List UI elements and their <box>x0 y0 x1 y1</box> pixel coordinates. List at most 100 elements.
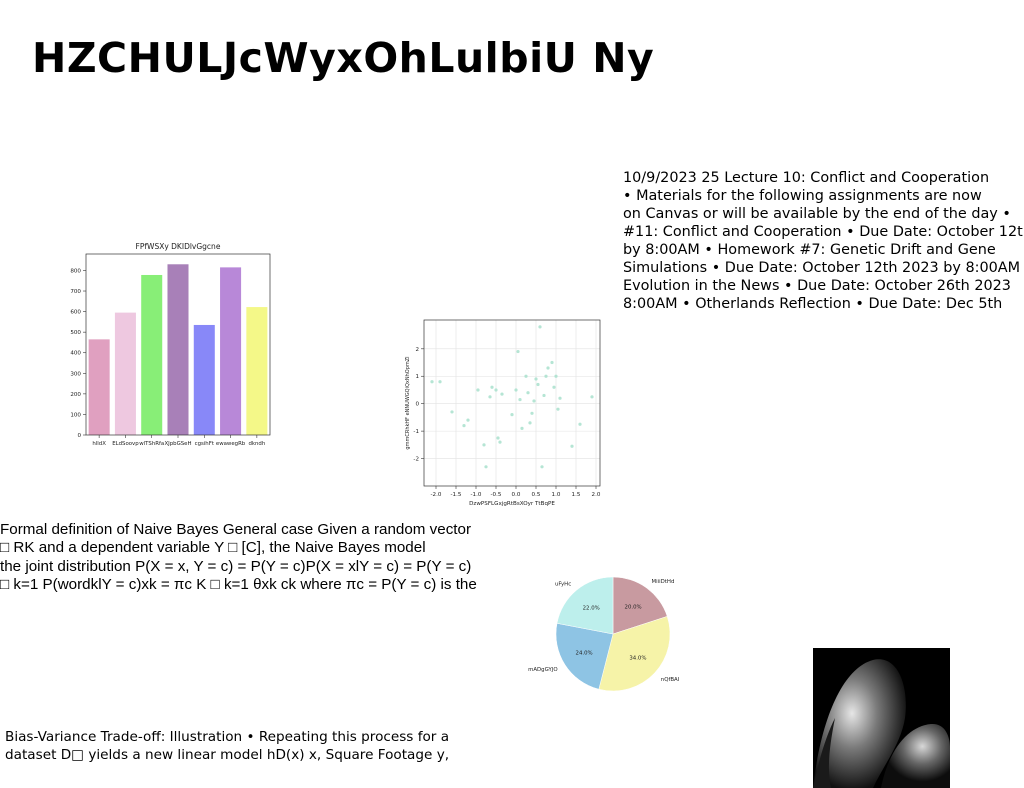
scatter-point <box>534 377 538 381</box>
x-tick-label: hlldX <box>92 441 106 447</box>
bar <box>114 312 136 435</box>
scatter-point <box>450 410 454 414</box>
scatter-point <box>556 407 560 411</box>
scatter-point <box>516 349 520 354</box>
y-tick-label: 2 <box>415 347 419 353</box>
y-tick-label: -2 <box>413 457 419 463</box>
bar <box>167 264 189 435</box>
x-tick-label: XJpbGSeH <box>164 441 191 447</box>
scatter-point <box>550 360 554 365</box>
plot-frame <box>423 319 601 487</box>
scatter-point <box>524 374 528 378</box>
bias-text-line: Bias-Variance Trade-off: Illustration • … <box>5 729 450 745</box>
bar-chart: FPfWSXy DKIDlvGgcne 0 100 200 300 400 500 600 70… <box>70 242 271 447</box>
lecture-text-line: by 8:00AM • Homework #7: Genetic Drift a… <box>623 242 996 258</box>
naive-bayes-text-line: □ RK and a dependent variable Y □ [C], t… <box>0 539 426 557</box>
y-tick-label: 800 <box>70 268 81 274</box>
x-tick-label: cgsihFt <box>195 441 214 447</box>
x-tick-label: ewawegRb <box>216 441 246 447</box>
scatter-point <box>570 444 574 448</box>
scatter-point <box>498 440 502 444</box>
x-tick-label: -2.0 <box>431 492 442 498</box>
scatter-point <box>544 374 548 378</box>
y-axis-label: gmmCRhkHF eNNUWGQiQxNhOpmZl <box>405 356 411 449</box>
x-tick-label: 1.5 <box>572 492 581 498</box>
naive-bayes-text-line: □ k=1 P(wordklY = c)xk = πc K □ k=1 θxk … <box>0 576 477 594</box>
bar <box>193 324 215 435</box>
scatter-point <box>518 397 522 402</box>
x-tick-label: 0.5 <box>532 492 541 498</box>
scatter-point <box>494 388 498 392</box>
naive-bayes-text-line: Formal definition of Naive Bayes General… <box>0 521 472 538</box>
pie-slice <box>556 576 614 635</box>
x-tick-label: dkndh <box>248 441 265 447</box>
pie-slice <box>612 576 668 635</box>
y-tick-label: 400 <box>70 351 81 357</box>
scatter-point <box>546 366 550 370</box>
lecture-text-line: on Canvas or will be available by the en… <box>623 206 1011 222</box>
bar <box>220 267 242 435</box>
chart-title: FPfWSXy DKIDlvGgcne <box>136 242 221 251</box>
pie-chart: 20.0% MiiiDtHd 34.0% nQfBAI 24.0% mADgGYJO 22.… <box>528 576 680 692</box>
x-tick-label: 1.0 <box>552 492 561 498</box>
pie-category-label: MiiiDtHd <box>652 579 675 585</box>
scatter-point <box>430 380 434 384</box>
scatter-point <box>520 426 524 430</box>
scatter-point <box>538 325 542 329</box>
scatter-chart: -2.0 -1.5 -1.0 -0.5 0.0 0.5 1.0 1.5 2.0 -2 -1 0 1 2 Dz… <box>405 319 601 507</box>
y-tick-label: 300 <box>70 371 81 377</box>
page-title: HZCHULJcWyxOhLulbiU Ny <box>32 34 655 82</box>
plot-frame <box>85 253 271 436</box>
y-tick-label: -1 <box>413 429 419 435</box>
x-tick-label: -1.0 <box>471 492 482 498</box>
scatter-point <box>462 424 466 428</box>
x-tick-label: 2.0 <box>592 492 601 498</box>
abstract-render-image <box>813 648 950 788</box>
scatter-point <box>466 418 470 422</box>
x-tick-label: -0.5 <box>491 492 502 498</box>
y-tick-label: 700 <box>70 289 81 295</box>
scatter-point <box>484 465 488 469</box>
scatter-point <box>542 393 546 398</box>
lecture-text-line: Simulations • Due Date: October 12th 202… <box>623 260 1021 276</box>
lecture-text-line: 10/9/2023 25 Lecture 10: Conflict and Co… <box>623 170 990 186</box>
scatter-point <box>476 388 480 392</box>
bar <box>141 274 163 435</box>
lecture-text-line: #11: Conflict and Cooperation • Due Date… <box>623 224 1024 240</box>
scatter-point <box>438 380 442 384</box>
x-axis-label: DzwPSFLGxjgRtBsXOyr TtBqPE <box>469 501 555 507</box>
lecture-text-line: Evolution in the News • Due Date: Octobe… <box>623 278 1011 294</box>
bar <box>246 307 268 435</box>
naive-bayes-text-line: the joint distribution P(X = x, Y = c) =… <box>0 557 472 575</box>
lecture-text-block: 10/9/2023 25 Lecture 10: Conflict and Co… <box>623 169 1024 313</box>
scatter-point <box>514 388 518 392</box>
lecture-text-line: • Materials for the following assignment… <box>623 188 982 204</box>
x-tick-label: ELdSoovp <box>112 441 139 447</box>
scatter-point <box>500 392 504 396</box>
pie-slice <box>555 623 614 690</box>
scatter-point <box>536 382 540 387</box>
lecture-text-line: 8:00AM • Otherlands Reflection • Due Dat… <box>623 296 1003 312</box>
scatter-point <box>488 395 492 399</box>
scatter-point <box>496 436 500 440</box>
bias-variance-text-block: Bias-Variance Trade-off: Illustration • … <box>5 728 475 764</box>
pie-slice <box>598 616 671 692</box>
scatter-point <box>540 465 544 469</box>
y-tick-label: 1 <box>415 374 419 380</box>
pie-value-label: 22.0% <box>583 606 600 612</box>
scatter-point <box>490 385 494 389</box>
scatter-point <box>530 411 534 415</box>
y-tick-label: 0 <box>415 402 419 408</box>
scatter-point <box>590 395 594 399</box>
pie-category-label: nQfBAI <box>661 677 680 683</box>
x-tick-label: wlTShRfa <box>139 441 164 447</box>
scatter-point <box>554 374 558 378</box>
pie-value-label: 34.0% <box>629 655 646 661</box>
y-tick-label: 500 <box>70 330 81 336</box>
pie-value-label: 20.0% <box>625 604 642 610</box>
y-tick-label: 600 <box>70 310 81 316</box>
scatter-point <box>578 422 582 426</box>
scatter-point <box>526 391 530 395</box>
scatter-point <box>482 443 486 447</box>
scatter-point <box>510 413 514 417</box>
